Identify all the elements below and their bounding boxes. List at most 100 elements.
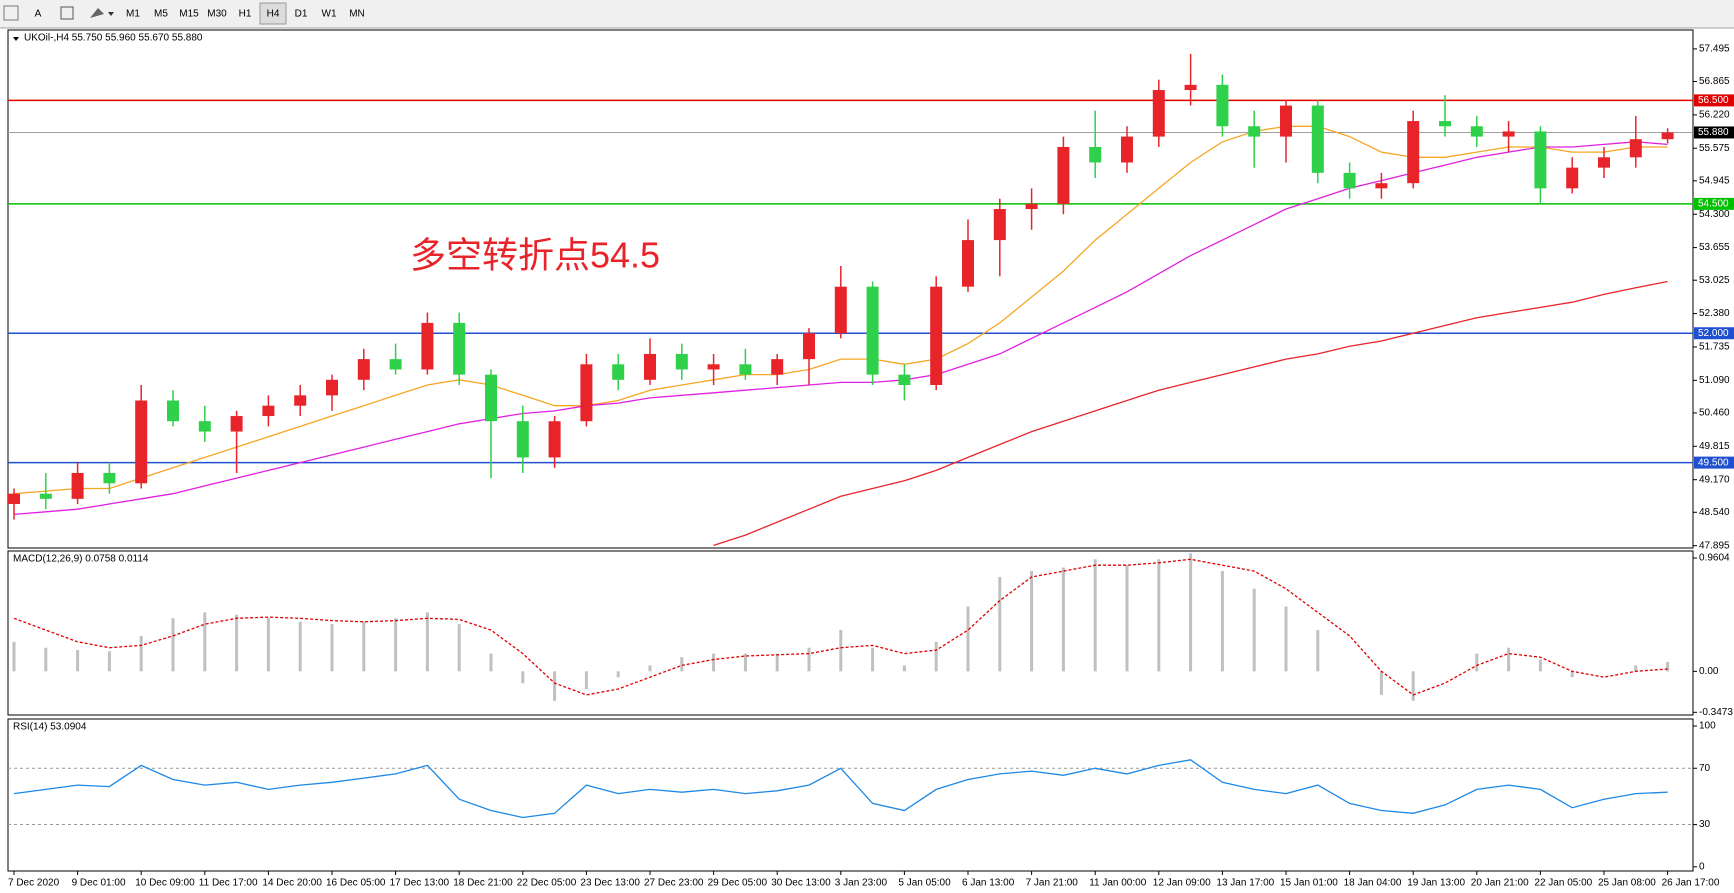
- toolbar-icons: A: [3, 5, 114, 21]
- candle-body: [357, 359, 370, 380]
- x-tick-label: 7 Jan 21:00: [1026, 878, 1079, 889]
- candle-body: [707, 364, 720, 370]
- candle-body: [1057, 146, 1070, 204]
- candle-body: [1025, 203, 1038, 210]
- candle-body: [262, 405, 275, 417]
- candle-body: [644, 353, 656, 380]
- timeframe-button[interactable]: [344, 3, 370, 24]
- x-tick-label: 30 Dec 13:00: [771, 878, 831, 889]
- y-tick-label: 51.735: [1699, 342, 1730, 353]
- candle-body: [1407, 121, 1420, 184]
- candle-body: [1502, 131, 1515, 137]
- x-tick-label: 5 Jan 05:00: [898, 878, 951, 889]
- moving-average-line: [713, 280, 1668, 547]
- timeframe-button[interactable]: [148, 3, 174, 24]
- x-tick-label: 26 Jan 17:00: [1662, 878, 1720, 889]
- price-level-tag: [1694, 126, 1734, 139]
- crosshair-icon[interactable]: [3, 5, 19, 21]
- candle-body: [1375, 183, 1388, 189]
- candle-body: [834, 286, 847, 334]
- price-panel: [7, 29, 1694, 549]
- text-tool[interactable]: A: [35, 9, 42, 20]
- y-tick-label: -0.3473: [1699, 707, 1733, 718]
- price-level-tag: [1694, 197, 1734, 210]
- timeframe-button[interactable]: [288, 3, 314, 24]
- timeframe-button[interactable]: [316, 3, 342, 24]
- candle-body: [103, 472, 116, 484]
- timeframe-label[interactable]: M15: [179, 9, 199, 20]
- x-tick-label: 11 Jan 00:00: [1089, 878, 1147, 889]
- x-tick-label: 22 Dec 05:00: [517, 878, 577, 889]
- x-tick-label: 13 Jan 17:00: [1216, 878, 1274, 889]
- x-tick-label: 25 Jan 08:00: [1598, 878, 1656, 889]
- x-tick-label: 12 Jan 09:00: [1153, 878, 1211, 889]
- price-level-label: 49.500: [1698, 457, 1729, 468]
- candle-body: [1566, 167, 1579, 189]
- y-tick-label: 47.895: [1699, 540, 1730, 551]
- label-tool-icon[interactable]: [60, 6, 74, 20]
- x-tick-label: 11 Dec 17:00: [199, 878, 258, 889]
- x-tick-label: 6 Jan 13:00: [962, 878, 1015, 889]
- price-level-tag: [1694, 456, 1734, 469]
- candle-body: [1216, 84, 1229, 127]
- x-tick-label: 29 Dec 05:00: [708, 878, 768, 889]
- candle-body: [1629, 139, 1642, 158]
- candle-body: [1470, 126, 1483, 137]
- timeframe-label[interactable]: H1: [239, 9, 252, 20]
- y-tick-label: 30: [1699, 819, 1711, 830]
- y-tick-label: 49.170: [1699, 474, 1730, 485]
- candle-body: [294, 395, 307, 406]
- x-tick-label: 18 Jan 04:00: [1344, 878, 1402, 889]
- candle-body: [548, 421, 561, 458]
- candle-body: [485, 374, 497, 422]
- annotation: 多空转折点54.5: [410, 235, 660, 276]
- y-tick-label: 70: [1699, 763, 1711, 774]
- candle-body: [453, 322, 466, 375]
- y-tick-label: 49.815: [1699, 441, 1730, 452]
- candle-body: [771, 359, 784, 375]
- x-tick-label: 19 Jan 13:00: [1407, 878, 1465, 889]
- timeframe-button[interactable]: [176, 3, 202, 24]
- timeframe-label[interactable]: D1: [295, 9, 308, 20]
- x-tick-label: 22 Jan 05:00: [1534, 878, 1592, 889]
- timeframe-label[interactable]: M5: [154, 9, 168, 20]
- timeframe-button[interactable]: [259, 2, 287, 25]
- timeframe-button[interactable]: [232, 3, 258, 24]
- rsi-line: [13, 759, 1668, 819]
- timeframe-label[interactable]: M1: [126, 9, 140, 20]
- y-tick-label: 0: [1699, 861, 1705, 872]
- shapes-tool-icon[interactable]: [90, 8, 104, 18]
- candle-body: [866, 286, 879, 375]
- x-tick-label: 16 Dec 05:00: [326, 878, 386, 889]
- panel-title: UKOil-,H4 55.750 55.960 55.670 55.880: [24, 33, 203, 44]
- price-level-tag: [1694, 94, 1734, 107]
- macd-signal-line: [13, 558, 1668, 696]
- candle-body: [1089, 146, 1102, 163]
- y-tick-label: 0.9604: [1699, 553, 1730, 564]
- price-level-label: 56.500: [1698, 95, 1729, 106]
- timeframe-button[interactable]: [204, 3, 230, 24]
- candle-body: [230, 416, 243, 432]
- candle-body: [1280, 105, 1292, 137]
- moving-average-line: [13, 141, 1668, 516]
- x-tick-label: 27 Dec 23:00: [644, 878, 704, 889]
- timeframe-label[interactable]: MN: [349, 9, 365, 20]
- timeframe-label[interactable]: H4: [267, 9, 280, 20]
- candle-body: [1439, 121, 1451, 127]
- candle-body: [389, 359, 402, 370]
- candle-body: [675, 353, 688, 370]
- price-level-tag: [1694, 327, 1734, 340]
- timeframe-label[interactable]: M30: [207, 9, 227, 20]
- candle-body: [1311, 105, 1324, 173]
- candle-body: [8, 493, 20, 505]
- candle-body: [803, 333, 815, 360]
- timeframe-label[interactable]: W1: [322, 9, 337, 20]
- candle-body: [1661, 132, 1674, 140]
- y-tick-label: 56.220: [1699, 110, 1730, 121]
- y-tick-label: 54.300: [1699, 209, 1730, 220]
- dropdown-icon[interactable]: [108, 12, 114, 16]
- timeframe-button[interactable]: [120, 3, 146, 24]
- candle-body: [1248, 126, 1261, 137]
